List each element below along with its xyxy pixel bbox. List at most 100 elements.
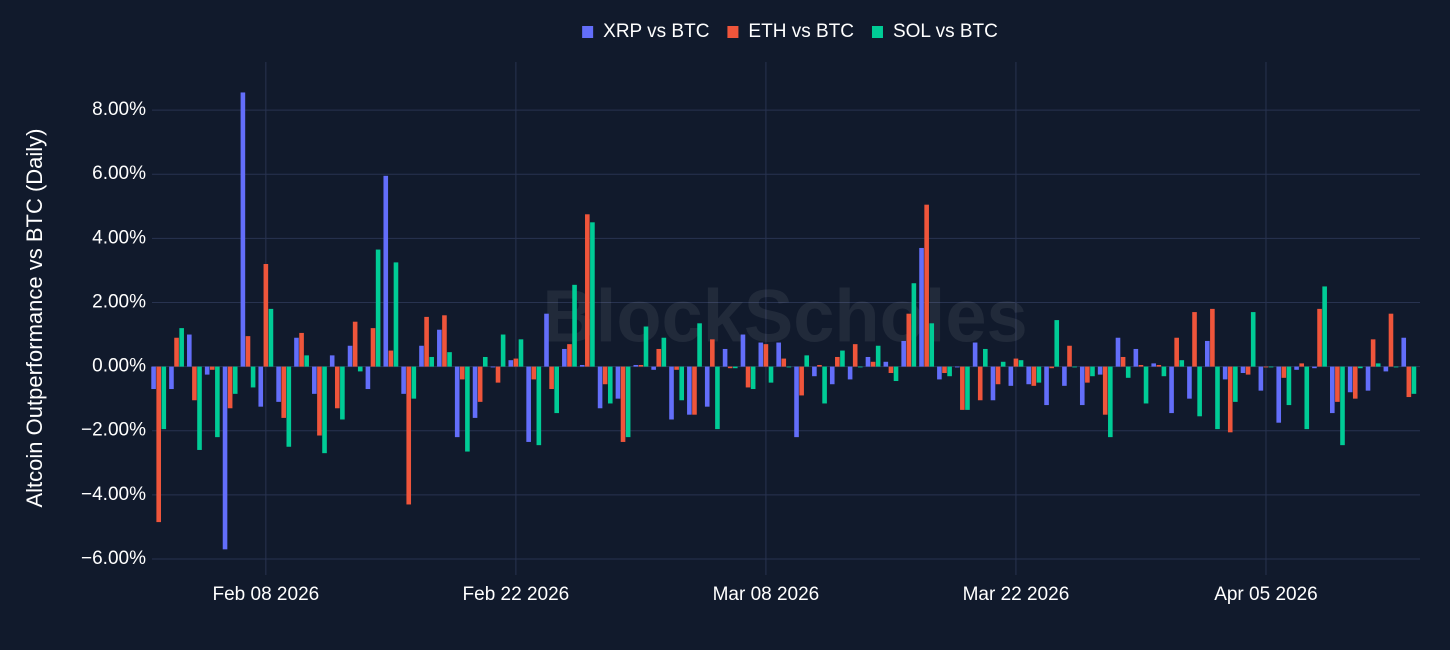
bar	[294, 337, 299, 367]
bar	[437, 329, 442, 367]
grid: −6.00% −4.00% −2.00% 0.00% 2.00% 4.00% 6.00% 8.…	[81, 62, 1420, 605]
bar	[1179, 360, 1185, 367]
bar	[1263, 366, 1269, 368]
bar	[1240, 366, 1246, 374]
bar	[419, 345, 424, 367]
bar	[786, 366, 792, 368]
bar	[161, 366, 167, 430]
bar	[888, 366, 894, 374]
bar	[906, 313, 912, 367]
bar	[687, 366, 692, 415]
bar	[1018, 360, 1024, 367]
bar	[847, 366, 853, 380]
x-tick-label: Mar 22 2026	[963, 584, 1070, 605]
bar	[1335, 366, 1340, 402]
bar	[406, 366, 412, 505]
legend-item: ETH vs BTC	[727, 21, 854, 42]
bar	[447, 352, 452, 367]
bar	[625, 366, 631, 438]
bar	[562, 348, 567, 367]
bar	[1169, 366, 1174, 414]
bar	[1250, 312, 1256, 367]
bar	[1222, 366, 1228, 380]
bar	[383, 175, 389, 367]
bar	[919, 247, 924, 367]
bar	[1008, 366, 1014, 386]
bar	[990, 366, 996, 401]
bar	[661, 337, 667, 367]
bar	[715, 366, 720, 430]
bar	[526, 366, 531, 442]
bar	[750, 366, 756, 390]
y-axis-title: Altcoin Outperformance vs BTC (Daily)	[22, 129, 47, 508]
bar	[460, 366, 465, 380]
bar	[197, 366, 202, 450]
bar	[1210, 308, 1215, 367]
bar	[1013, 358, 1019, 367]
bar	[722, 348, 728, 367]
bar	[1358, 366, 1363, 369]
bar	[299, 332, 304, 367]
bar	[697, 323, 702, 367]
bar	[1352, 366, 1358, 399]
x-tick-label: Apr 05 2026	[1214, 584, 1318, 605]
bar	[304, 355, 309, 367]
bar	[365, 366, 371, 390]
bar	[924, 204, 929, 367]
bar	[549, 366, 554, 390]
bar	[901, 340, 906, 367]
legend-item: XRP vs BTC	[582, 21, 709, 42]
bar	[804, 355, 810, 367]
bar	[633, 364, 639, 367]
bar	[1067, 345, 1072, 367]
bar	[174, 337, 179, 367]
bar	[357, 366, 363, 372]
bar	[268, 308, 274, 367]
bar	[232, 366, 238, 394]
bar	[710, 339, 715, 367]
bar	[977, 366, 983, 401]
bar	[1322, 286, 1327, 367]
bar	[602, 366, 608, 385]
bar	[1120, 356, 1126, 367]
bar	[768, 366, 774, 383]
bar	[322, 366, 327, 454]
bar	[674, 366, 679, 370]
bar	[536, 366, 542, 446]
bar	[1000, 361, 1006, 367]
y-tick-label: 2.00%	[92, 291, 146, 312]
bar	[347, 345, 353, 367]
bar	[704, 366, 710, 407]
bar	[1187, 366, 1192, 399]
bar	[442, 315, 447, 367]
bar	[1375, 363, 1381, 367]
bar	[222, 366, 228, 550]
bar	[1079, 366, 1085, 406]
bar	[590, 222, 595, 367]
bar	[954, 366, 960, 368]
x-tick-label: Feb 22 2026	[463, 584, 570, 605]
bar	[669, 366, 674, 420]
bar	[250, 366, 256, 388]
y-tick-label: −6.00%	[81, 548, 146, 569]
bar	[732, 366, 738, 369]
bar	[429, 356, 434, 367]
bar	[883, 361, 889, 367]
bar	[1133, 348, 1139, 367]
bar	[937, 366, 942, 380]
bar	[1281, 366, 1287, 378]
bar	[281, 366, 287, 418]
legend: XRP vs BTC ETH vs BTC SOL vs BTC	[582, 21, 998, 42]
bar	[329, 355, 335, 367]
bar	[1393, 366, 1399, 368]
bar	[352, 321, 358, 367]
bar	[204, 366, 210, 375]
y-tick-label: 0.00%	[92, 356, 146, 377]
bar	[454, 366, 460, 438]
bar	[794, 366, 799, 438]
bar	[370, 328, 376, 367]
bar	[1294, 366, 1299, 370]
bar	[192, 366, 197, 401]
bar	[597, 366, 603, 409]
bar	[929, 323, 935, 367]
